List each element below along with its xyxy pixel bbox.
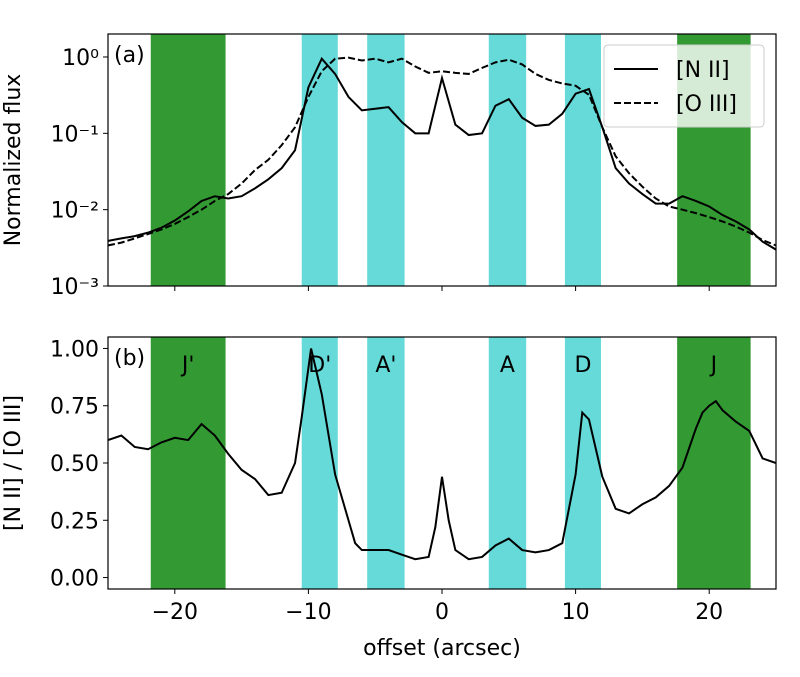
band [367, 337, 405, 589]
band-label: D [574, 353, 591, 378]
y-axis-label: [N II] / [O III] [1, 395, 26, 531]
band-label: A [500, 353, 515, 378]
x-tick-label: −10 [285, 600, 331, 625]
x-tick-label: −20 [152, 600, 198, 625]
x-tick-label: 20 [695, 600, 723, 625]
y-tick-label: 10⁻¹ [51, 122, 99, 147]
band [150, 337, 226, 589]
x-tick-label: 0 [435, 600, 449, 625]
band [367, 34, 405, 286]
panel-label: (b) [114, 346, 145, 371]
y-tick-label: 0.00 [50, 567, 99, 592]
y-tick-label: 0.75 [50, 395, 99, 420]
series-line [108, 348, 776, 561]
y-axis-label: Normalized flux [1, 74, 26, 247]
x-tick-label: 10 [562, 600, 590, 625]
x-axis-label: offset (arcsec) [363, 636, 521, 661]
legend-label: [N II] [676, 58, 730, 83]
series-line [108, 56, 776, 247]
band [677, 337, 751, 589]
band-label: J [709, 353, 718, 378]
band [564, 337, 601, 589]
y-tick-label: 10⁻³ [51, 275, 99, 300]
legend-label: [O III] [676, 92, 737, 117]
band-label: J' [180, 353, 195, 378]
y-tick-label: 10⁻² [51, 199, 99, 224]
legend-box [603, 44, 765, 128]
y-tick-label: 0.25 [50, 509, 99, 534]
band-label: D' [308, 353, 331, 378]
band [488, 34, 527, 286]
panel-label: (a) [114, 43, 145, 68]
y-tick-label: 10⁰ [62, 46, 99, 71]
band-label: A' [375, 353, 396, 378]
band [150, 34, 226, 286]
y-tick-label: 1.00 [50, 337, 99, 362]
y-tick-label: 0.50 [50, 452, 99, 477]
band [564, 34, 601, 286]
